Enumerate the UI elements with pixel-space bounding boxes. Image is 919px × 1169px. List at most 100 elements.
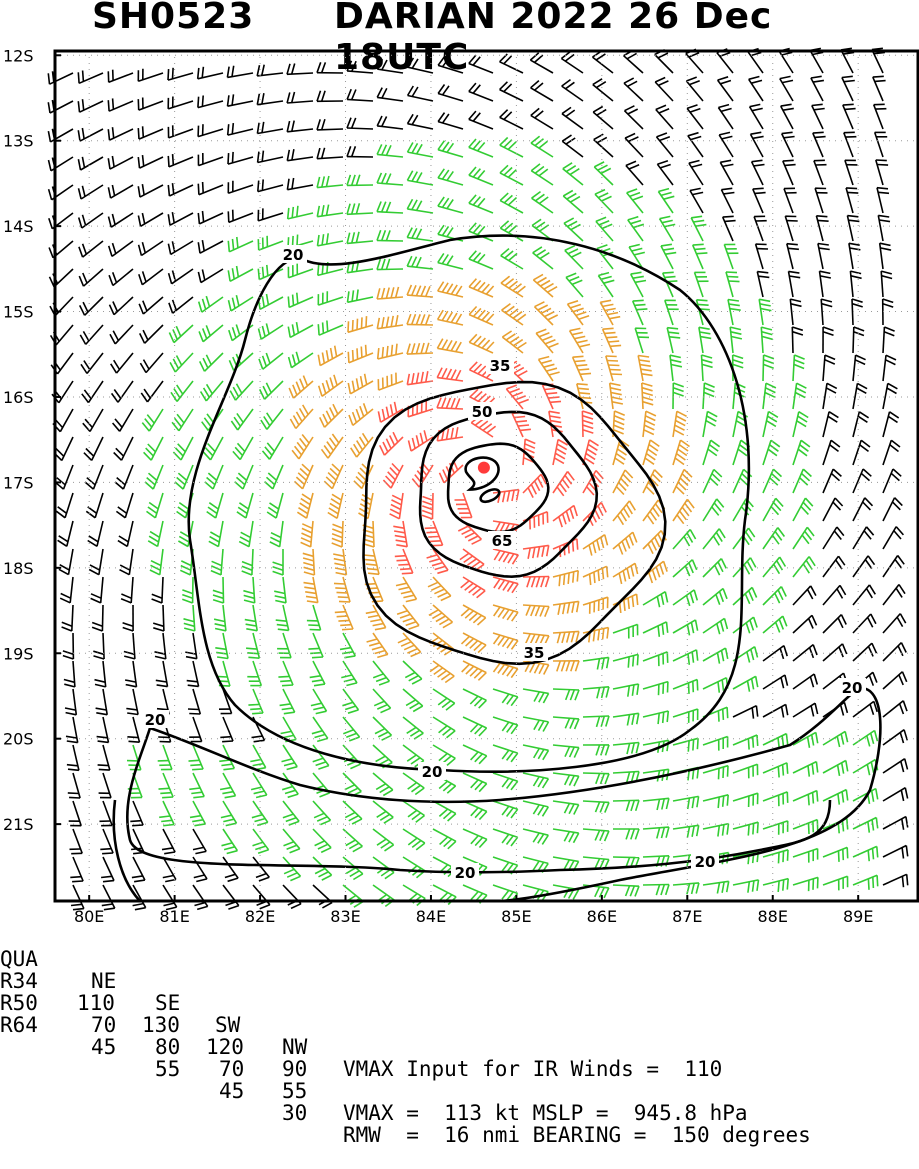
wind-barb — [312, 717, 328, 741]
wind-barb — [643, 798, 669, 810]
ne-value: 45 — [91, 1036, 116, 1058]
contour-label: 50 — [468, 402, 496, 421]
wind-barb — [655, 78, 673, 102]
wind-barb — [703, 824, 729, 837]
wind-barb — [500, 110, 523, 129]
wind-barb — [120, 549, 134, 575]
wind-barb — [883, 874, 908, 887]
wind-barb — [307, 605, 321, 630]
wind-barb — [469, 334, 494, 353]
wind-barb — [763, 557, 785, 577]
wind-barb — [86, 493, 103, 518]
wind-barb — [883, 355, 896, 381]
wind-barb — [853, 355, 866, 381]
wind-barb — [395, 549, 413, 574]
wind-barb — [595, 190, 613, 213]
wind-barb — [261, 409, 283, 429]
wind-barb — [159, 801, 174, 826]
wind-barb — [733, 706, 758, 719]
map-frame — [55, 51, 918, 901]
wind-barb — [407, 285, 433, 297]
wind-barb — [99, 773, 111, 798]
wind-barb — [539, 357, 560, 381]
wind-barb — [823, 527, 844, 549]
wind-barb — [883, 327, 895, 353]
wind-barb — [408, 114, 434, 129]
wind-barb — [603, 328, 622, 353]
wind-barb — [883, 527, 903, 549]
wind-barb — [673, 825, 699, 837]
vmax-mslp-text: VMAX = 113 kt MSLP = 945.8 hPa — [343, 1102, 748, 1124]
wind-barb — [823, 383, 837, 409]
wind-barb — [723, 216, 736, 241]
wind-barb — [656, 105, 673, 129]
wind-barb — [83, 409, 103, 432]
wind-barb — [317, 205, 343, 217]
sw-value: 45 — [219, 1080, 244, 1102]
wind-barb — [343, 773, 361, 796]
wind-barb — [763, 763, 788, 778]
wind-barb — [820, 271, 831, 297]
wind-barb — [198, 124, 223, 136]
wind-barb — [403, 717, 423, 739]
wind-barb — [553, 717, 579, 729]
wind-barb — [85, 465, 103, 489]
wind-barb — [724, 244, 738, 269]
table-row-r64: R64 45 55 45 30 RMW = 16 nmi BEARING = 1… — [0, 992, 51, 1014]
wind-barb — [335, 605, 353, 630]
nw-value: 55 — [282, 1080, 307, 1102]
wind-barb — [48, 100, 73, 113]
table-header-row: QUA NE SE SW NW VMAX Input for IR Winds … — [0, 926, 51, 948]
wind-radii-table: QUA NE SE SW NW VMAX Input for IR Winds … — [0, 926, 919, 1014]
table-row-r50: R50 70 80 70 55 VMAX = 113 kt MSLP = 945… — [0, 970, 51, 992]
wind-barb — [628, 217, 644, 241]
wind-barb — [116, 493, 133, 518]
wind-barb — [110, 325, 133, 344]
wind-barb — [793, 383, 806, 409]
wind-barb — [500, 54, 523, 73]
svg-text:20: 20 — [145, 711, 166, 729]
wind-barb — [383, 464, 403, 489]
wind-barb — [407, 371, 433, 385]
wind-barb — [198, 182, 223, 195]
wind-barb — [310, 661, 325, 686]
wind-barb — [438, 169, 463, 185]
wind-barb — [661, 244, 676, 269]
wind-barb — [728, 300, 741, 326]
wind-barb — [763, 440, 780, 465]
wind-barb — [627, 189, 643, 213]
wind-barb — [673, 499, 694, 523]
wind-barb — [531, 136, 553, 157]
wind-barb — [613, 885, 639, 896]
wind-barb — [793, 469, 811, 493]
wind-barb — [793, 440, 810, 465]
wind-barb — [84, 437, 103, 460]
contour-label: 35 — [520, 643, 548, 662]
wind-barb — [600, 300, 620, 325]
wind-barb — [643, 411, 656, 437]
wind-barb — [132, 857, 145, 882]
wind-barb — [690, 188, 703, 213]
svg-text:20: 20 — [455, 864, 476, 882]
wind-barb — [570, 328, 590, 353]
wind-barb — [853, 498, 873, 521]
wind-barb — [198, 269, 223, 283]
wind-barb — [229, 295, 254, 311]
wind-barb — [463, 745, 487, 764]
wind-barb — [313, 857, 332, 880]
wind-barb — [754, 216, 767, 241]
wind-barb — [201, 381, 223, 401]
wind-barb — [703, 589, 727, 606]
wind-barb — [781, 104, 794, 129]
wind-barb — [153, 605, 164, 631]
lat-label: 13S — [3, 132, 34, 151]
wind-barb — [657, 161, 673, 185]
wind-barb — [81, 353, 103, 374]
wind-barb — [583, 687, 609, 699]
wind-barb — [235, 465, 253, 489]
sw-value: 120 — [206, 1036, 244, 1058]
wind-barb — [500, 165, 523, 185]
svg-text:20: 20 — [283, 246, 304, 264]
wind-barb — [613, 684, 639, 697]
wind-barb — [823, 847, 848, 862]
